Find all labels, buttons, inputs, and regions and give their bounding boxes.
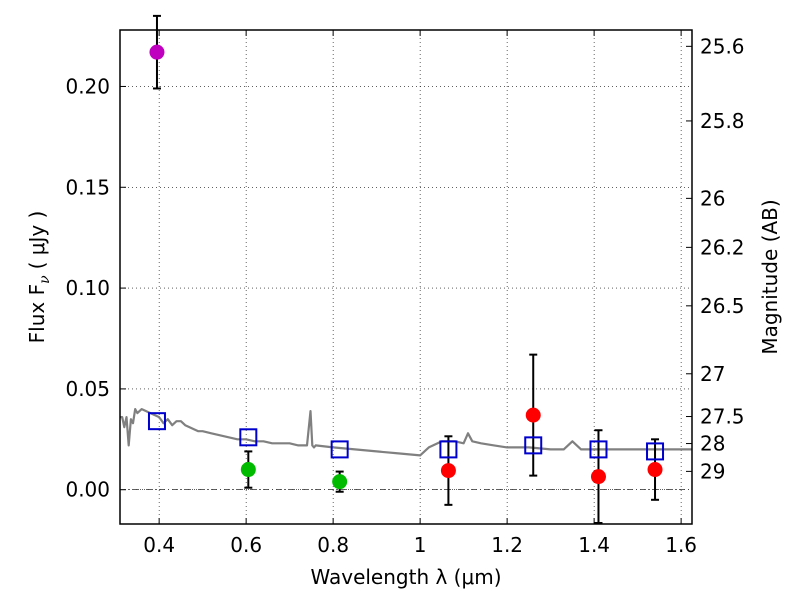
x-axis: 0.4 0.6 0.8 1 1.2 1.4 1.6 bbox=[143, 30, 697, 557]
magnitude-tick-label: 25.8 bbox=[700, 109, 745, 133]
magnitude-tick-label: 27 bbox=[700, 362, 725, 386]
y-tick-label: 0.10 bbox=[65, 276, 110, 300]
model-sed-curve bbox=[120, 408, 692, 457]
y-axis: 0.00 0.05 0.10 0.15 0.20 bbox=[65, 74, 126, 502]
magnitude-axis: 25.6 25.8 26 26.2 26.5 27 27.5 28 29 bbox=[686, 34, 745, 483]
x-tick-label: 1.2 bbox=[491, 533, 523, 557]
x-tick-label: 0.6 bbox=[230, 533, 262, 557]
x-tick-label: 0.8 bbox=[317, 533, 349, 557]
optical-marker bbox=[240, 462, 256, 478]
model-photometry-marker bbox=[147, 412, 166, 431]
detections-marker bbox=[647, 462, 663, 478]
model-photometry-marker bbox=[439, 440, 458, 459]
optical-marker bbox=[332, 474, 348, 490]
x-tick-label: 0.4 bbox=[143, 533, 175, 557]
magnitude-tick-label: 26.2 bbox=[700, 235, 745, 259]
y-axis-label: Flux Fν( μJy ) bbox=[25, 211, 53, 344]
x-tick-label: 1.6 bbox=[665, 533, 697, 557]
magnitude-axis-label: Magnitude (AB) bbox=[758, 199, 782, 354]
y-tick-label: 0.00 bbox=[65, 478, 110, 502]
y-tick-label: 0.15 bbox=[65, 175, 110, 199]
data-points bbox=[147, 44, 665, 490]
magnitude-tick-label: 26.5 bbox=[700, 294, 745, 318]
detections-marker bbox=[525, 407, 541, 423]
model-photometry-marker bbox=[589, 440, 608, 459]
model-photometry-marker bbox=[524, 436, 543, 455]
x-tick-label: 1 bbox=[414, 533, 427, 557]
detections-marker bbox=[440, 463, 456, 479]
magnitude-tick-label: 29 bbox=[700, 459, 725, 483]
model-photometry-marker bbox=[330, 440, 349, 459]
magnitude-tick-label: 26 bbox=[700, 186, 725, 210]
magnitude-tick-label: 25.6 bbox=[700, 34, 745, 58]
model-sed-line bbox=[120, 408, 692, 457]
detections-marker bbox=[590, 469, 606, 485]
magnitude-tick-label: 27.5 bbox=[700, 405, 745, 429]
x-tick-label: 1.4 bbox=[578, 533, 610, 557]
x-axis-label: Wavelength λ (μm) bbox=[310, 565, 501, 589]
uv-marker bbox=[149, 44, 165, 60]
grid bbox=[120, 30, 692, 524]
model-photometry-marker bbox=[239, 428, 258, 447]
plot-frame bbox=[119, 29, 693, 525]
y-tick-label: 0.20 bbox=[65, 74, 110, 98]
model-photometry-marker bbox=[646, 442, 665, 461]
y-tick-label: 0.05 bbox=[65, 377, 110, 401]
magnitude-tick-label: 28 bbox=[700, 432, 725, 456]
